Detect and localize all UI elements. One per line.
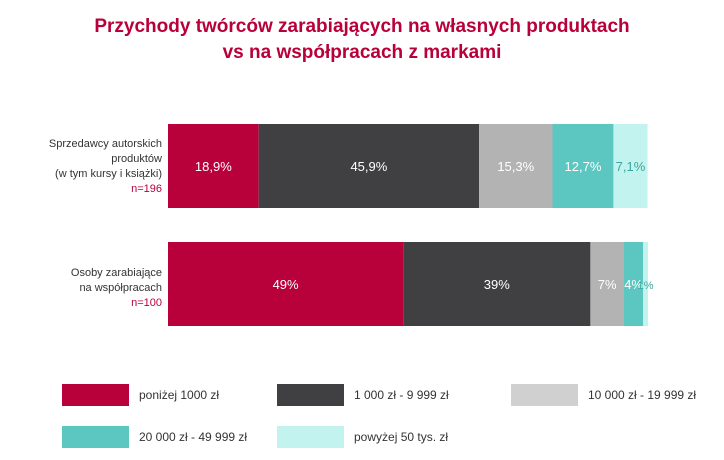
- legend-swatch-3: [511, 384, 578, 406]
- chart-title: Przychody twórców zarabiających na własn…: [0, 14, 724, 66]
- bar-segment-sellers-1: [168, 124, 259, 208]
- legend-label-1: poniżej 1000 zł: [139, 388, 220, 402]
- bar-segment-collab-5: [643, 242, 648, 326]
- bar-label-collab-1: 49%: [273, 277, 299, 292]
- row-label-sellers-text: Sprzedawcy autorskich produktów (w tym k…: [48, 138, 162, 180]
- bar-segment-collab-4: [624, 242, 644, 326]
- bar-label-collab-4: 4%: [624, 277, 643, 292]
- bar-segment-sellers-3: [479, 124, 553, 208]
- legend-label-4: 20 000 zł - 49 999 zł: [139, 430, 248, 444]
- chart-title-line-2: vs na współpracach z markami: [222, 42, 502, 63]
- bar-label-sellers-5: 7,1%: [616, 159, 646, 174]
- row-label-collab-n: n=100: [131, 297, 162, 309]
- legend-swatch-2: [277, 384, 344, 406]
- bar-label-sellers-2: 45,9%: [350, 159, 387, 174]
- bar-label-sellers-1: 18,9%: [195, 159, 232, 174]
- bar-segment-collab-1: [168, 242, 404, 326]
- row-label-collab-text: Osoby zarabiające na współpracach: [70, 267, 162, 294]
- row-label-collab: Osoby zarabiające na współpracach n=100: [12, 266, 162, 311]
- bar-segment-collab-3: [590, 242, 624, 326]
- bar-label-sellers-4: 12,7%: [565, 159, 602, 174]
- row-label-sellers: Sprzedawcy autorskich produktów (w tym k…: [12, 137, 162, 197]
- bar-label-collab-5: 1%: [638, 280, 654, 292]
- legend-label-5: powyżej 50 tys. zł: [354, 430, 449, 444]
- chart-title-line-1: Przychody twórców zarabiających na własn…: [94, 16, 630, 37]
- legend-label-3: 10 000 zł - 19 999 zł: [588, 388, 697, 402]
- bar-segment-collab-2: [403, 242, 591, 326]
- bar-segment-sellers-5: [613, 124, 648, 208]
- bar-segment-sellers-4: [552, 124, 614, 208]
- bar-label-collab-3: 7%: [598, 277, 617, 292]
- legend-swatch-1: [62, 384, 129, 406]
- legend-label-2: 1 000 zł - 9 999 zł: [354, 388, 449, 402]
- bar-label-sellers-3: 15,3%: [497, 159, 534, 174]
- legend-swatch-5: [277, 426, 344, 448]
- row-label-sellers-n: n=196: [131, 183, 162, 195]
- bar-label-collab-2: 39%: [484, 277, 510, 292]
- legend-swatch-4: [62, 426, 129, 448]
- bar-segment-sellers-2: [258, 124, 480, 208]
